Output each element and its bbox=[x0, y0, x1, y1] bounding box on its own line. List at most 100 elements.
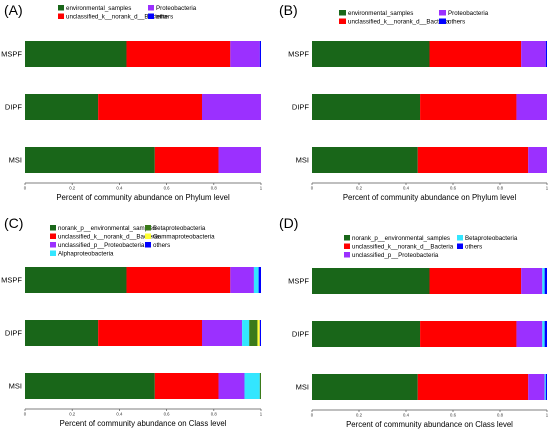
x-tick-label: 0.6 bbox=[450, 186, 457, 191]
x-tick-label: 0.2 bbox=[69, 412, 76, 417]
bar-segment bbox=[521, 41, 546, 67]
x-tick-label: 0.6 bbox=[164, 186, 171, 191]
bar-segment bbox=[528, 374, 545, 400]
x-tick-label: 0 bbox=[311, 186, 314, 191]
bar-segment bbox=[25, 267, 127, 293]
bar-segment bbox=[218, 147, 261, 173]
bar-segment bbox=[544, 321, 547, 347]
x-tick-label: 0.4 bbox=[116, 412, 123, 417]
legend-label: environmental_samples bbox=[66, 5, 131, 12]
bar-segment bbox=[429, 268, 522, 294]
x-tick-label: 0.2 bbox=[356, 413, 363, 418]
x-tick-label: 0.8 bbox=[211, 412, 218, 417]
legend-swatch bbox=[145, 225, 151, 231]
bar-segment bbox=[154, 147, 219, 173]
panel-label: (D) bbox=[279, 215, 298, 231]
bar-segment bbox=[253, 267, 259, 293]
legend-label: others bbox=[448, 19, 465, 26]
bar-segment bbox=[312, 94, 421, 120]
legend-swatch bbox=[50, 225, 56, 231]
bar-segment bbox=[126, 41, 231, 67]
bar-segment bbox=[257, 320, 260, 346]
legend-label: unclassified_k__norank_d__Bacteria bbox=[58, 234, 160, 241]
legend-label: others bbox=[156, 14, 173, 21]
legend-label: Alphaproteobacteria bbox=[58, 251, 114, 258]
legend-label: unclassified_k__norank_d__Bacteria bbox=[66, 14, 168, 21]
category-label: MSI bbox=[296, 156, 309, 165]
category-label: DIPF bbox=[5, 103, 23, 112]
legend-label: environmental_samples bbox=[348, 10, 413, 17]
legend-swatch bbox=[344, 235, 350, 241]
bar-segment bbox=[244, 373, 260, 399]
bar-segment bbox=[516, 94, 547, 120]
x-tick-label: 0.4 bbox=[403, 413, 410, 418]
x-tick-label: 0.2 bbox=[356, 186, 363, 191]
bar-segment bbox=[417, 374, 529, 400]
bar-segment bbox=[420, 94, 517, 120]
category-label: MSPF bbox=[288, 50, 309, 59]
bar-segment bbox=[259, 373, 261, 399]
legend-label: Betaproteobacteria bbox=[465, 235, 518, 242]
x-axis-title: Percent of community abundance on Phylum… bbox=[343, 193, 517, 202]
x-tick-label: 1 bbox=[546, 413, 549, 418]
bar-segment bbox=[312, 268, 430, 294]
category-label: MSPF bbox=[1, 276, 22, 285]
legend-label: norank_p__environmental_samples bbox=[352, 235, 450, 242]
bar-segment bbox=[420, 321, 517, 347]
bar-segment bbox=[25, 41, 127, 67]
bar-segment bbox=[25, 94, 99, 120]
bar-segment bbox=[230, 267, 254, 293]
x-tick-label: 0.4 bbox=[403, 186, 410, 191]
chart-panel-2: (B) environmental_samples unclassified_k__… bbox=[279, 2, 549, 202]
bar-segment bbox=[429, 41, 522, 67]
legend-swatch bbox=[145, 242, 151, 248]
panel-label: (C) bbox=[4, 215, 23, 231]
legend-label: others bbox=[465, 244, 482, 251]
bar-segment bbox=[242, 320, 250, 346]
bar-segment bbox=[544, 374, 546, 400]
bar-segment bbox=[542, 268, 545, 294]
x-tick-label: 0.8 bbox=[497, 413, 504, 418]
bar-segment bbox=[417, 147, 529, 173]
x-axis-title: Percent of community abundance on Class … bbox=[346, 420, 513, 429]
legend-label: Gammaproteobacteria bbox=[153, 234, 215, 241]
bar-segment bbox=[126, 267, 231, 293]
legend-swatch bbox=[58, 5, 64, 11]
bar-segment bbox=[25, 320, 99, 346]
x-tick-label: 0.6 bbox=[164, 412, 171, 417]
category-label: MSPF bbox=[288, 277, 309, 286]
bar-segment bbox=[98, 320, 202, 346]
legend-label: others bbox=[153, 242, 170, 249]
legend-swatch bbox=[457, 235, 463, 241]
chart-panel-4: (D) norank_p__environmental_samplesunclas… bbox=[279, 215, 549, 429]
legend-label: unclassified_p__Proteobacteria bbox=[352, 252, 439, 259]
legend-swatch bbox=[50, 242, 56, 248]
bar-segment bbox=[545, 374, 547, 400]
x-tick-label: 0 bbox=[24, 186, 27, 191]
x-tick-label: 0.8 bbox=[497, 186, 504, 191]
legend-label: unclassified_k__norank_d__Bacteria bbox=[348, 19, 450, 26]
category-label: DIPF bbox=[292, 330, 310, 339]
bar-segment bbox=[312, 374, 418, 400]
x-tick-label: 0.4 bbox=[116, 186, 123, 191]
bar-segment bbox=[259, 41, 261, 67]
legend-swatch bbox=[339, 10, 346, 16]
chart-panel-3: (C) norank_p__environmental_samplesunclas… bbox=[1, 215, 263, 428]
bar-segment bbox=[312, 147, 418, 173]
legend-swatch bbox=[50, 233, 56, 239]
chart-panel-1: (A) environmental_samples unclassified_k__… bbox=[1, 2, 263, 202]
category-label: MSI bbox=[9, 382, 22, 391]
category-label: MSI bbox=[9, 156, 22, 165]
bar-segment bbox=[154, 373, 219, 399]
bar-segment bbox=[312, 41, 430, 67]
legend-label: Proteobacteria bbox=[156, 5, 197, 12]
panel-label: (B) bbox=[279, 2, 298, 18]
category-label: DIPF bbox=[292, 103, 310, 112]
x-tick-label: 0 bbox=[311, 413, 314, 418]
bar-segment bbox=[202, 320, 243, 346]
panel-label: (A) bbox=[4, 2, 23, 18]
x-axis-title: Percent of community abundance on Class … bbox=[60, 419, 227, 428]
legend-swatch bbox=[58, 13, 64, 19]
bar-segment bbox=[230, 41, 260, 67]
x-tick-label: 1 bbox=[546, 186, 549, 191]
